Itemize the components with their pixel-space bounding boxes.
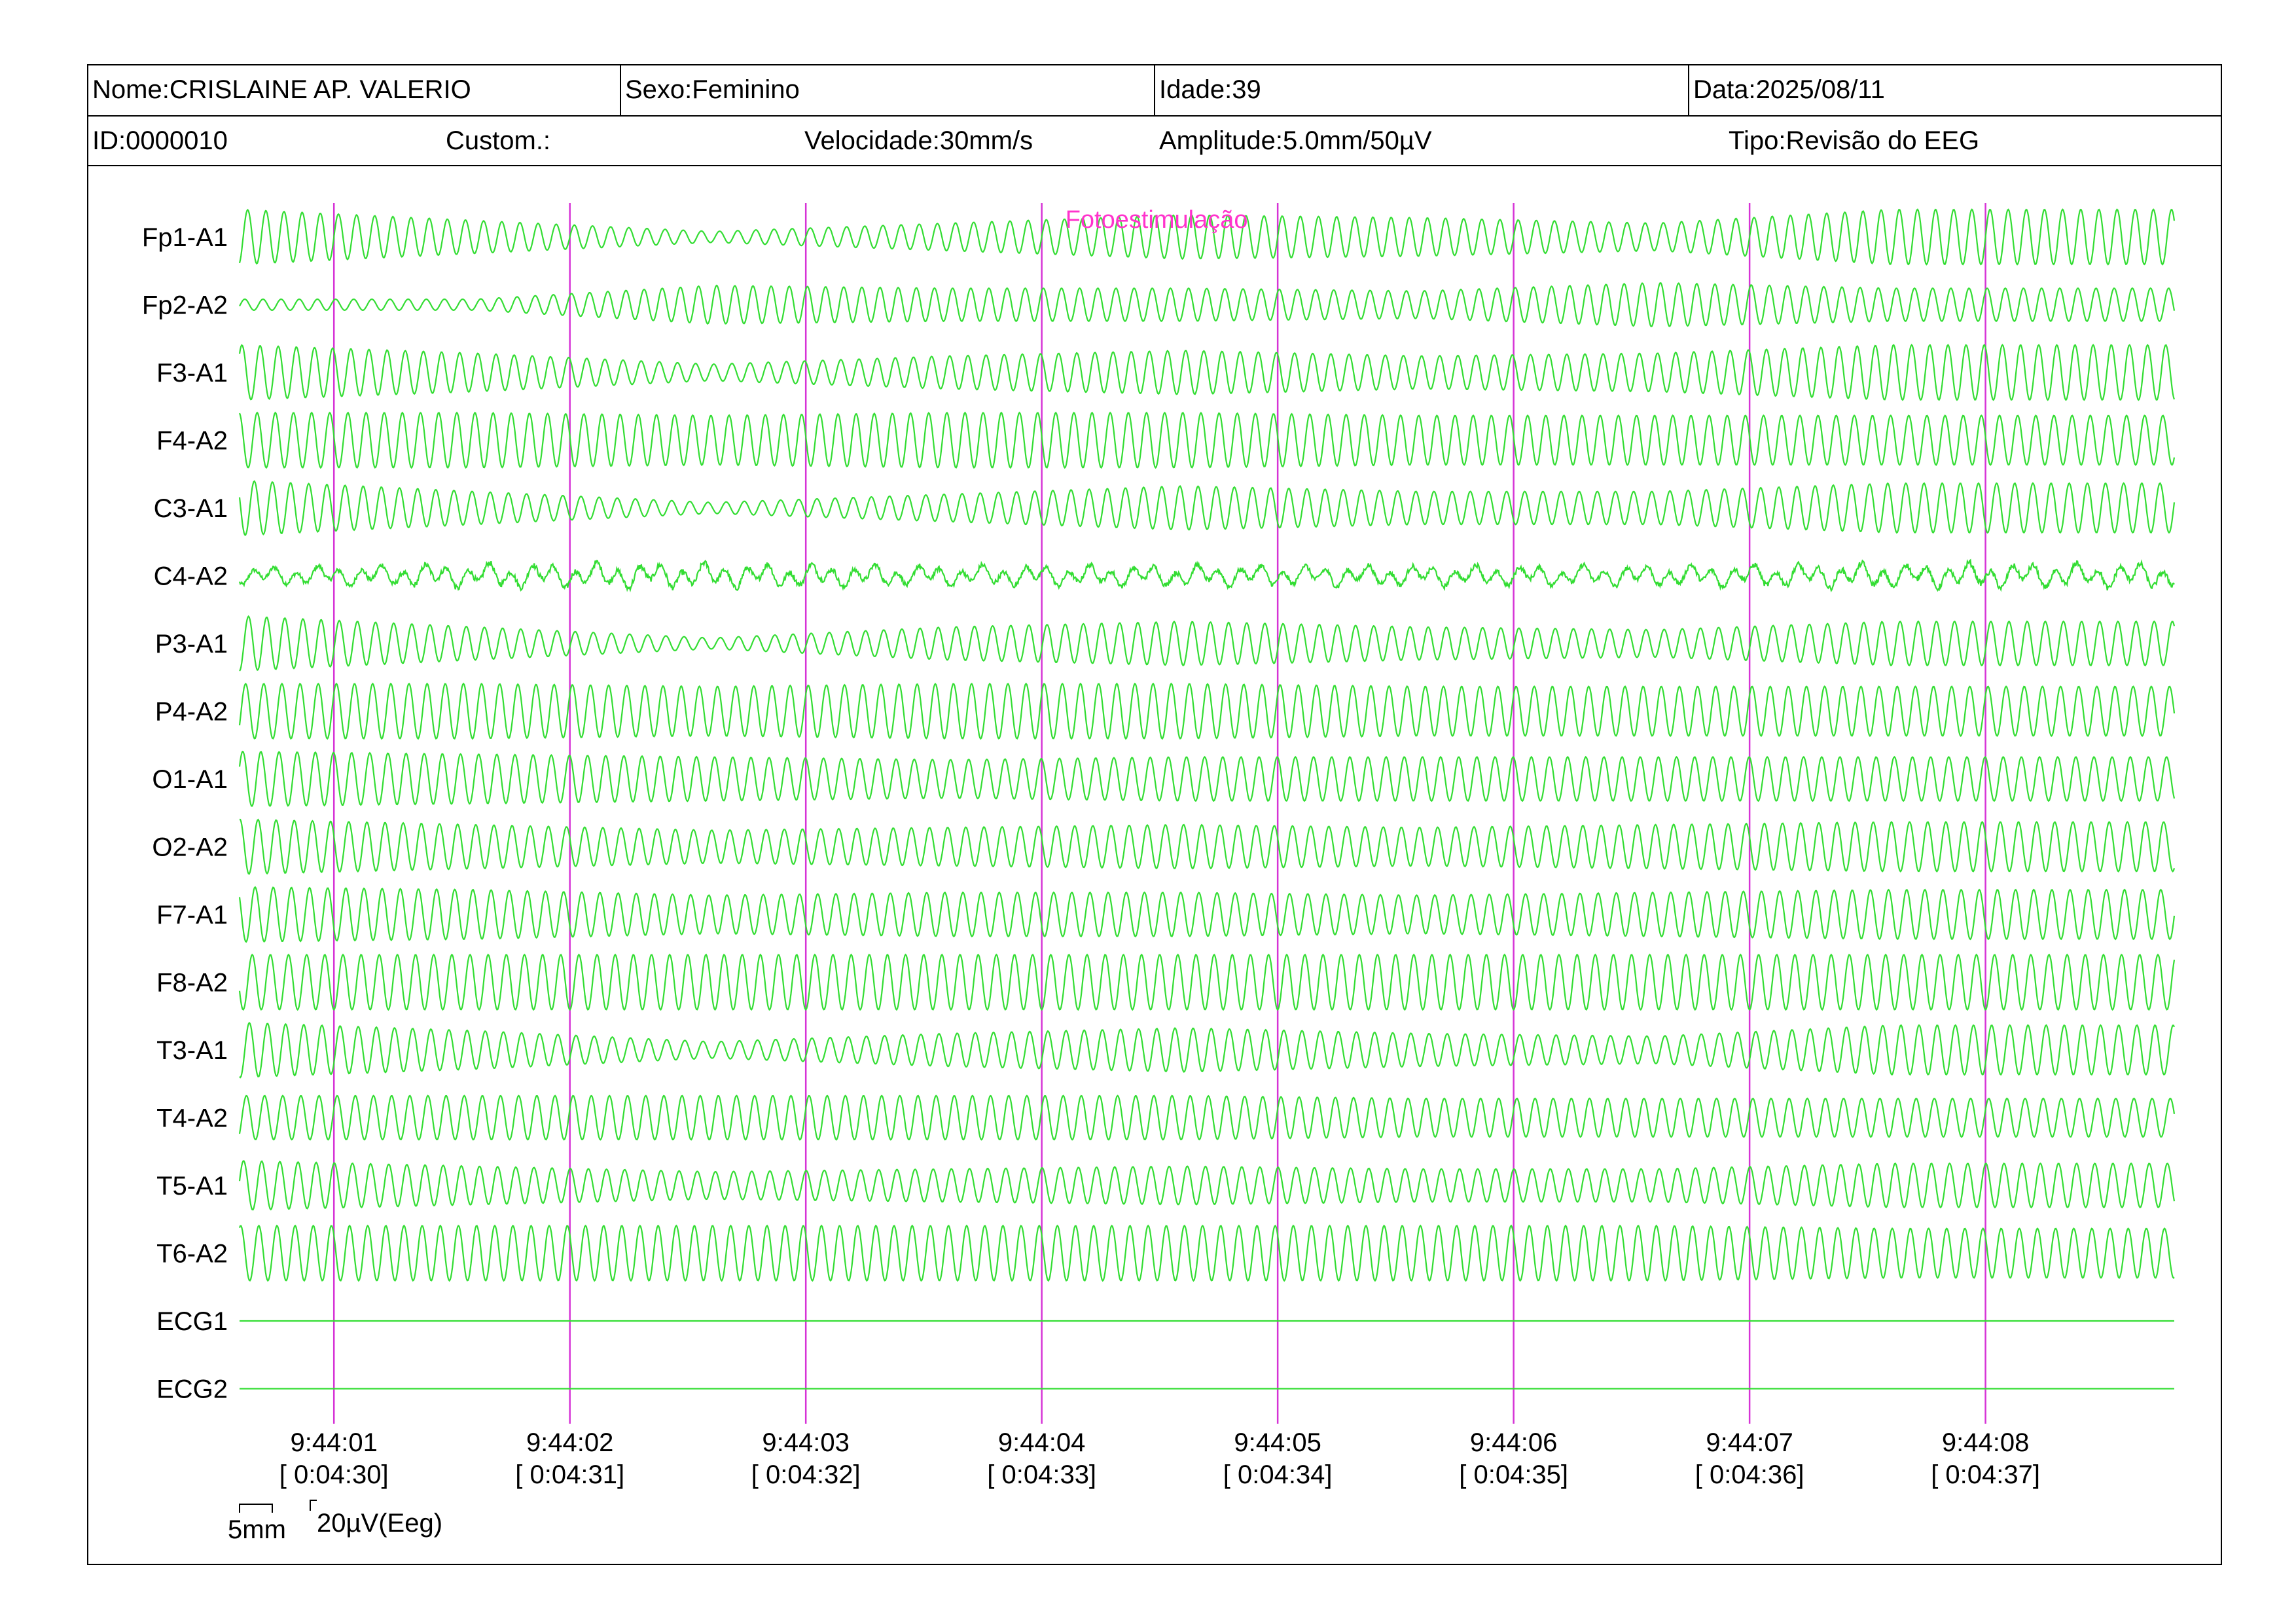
time-clock-label-3: 9:44:03: [762, 1428, 849, 1457]
trace-c4-a2: [238, 558, 2175, 592]
trace-c3-a1: [238, 480, 2176, 536]
channel-label-ecg1: ECG1: [156, 1307, 228, 1336]
channel-labels: Fp1-A1 Fp2-A2 F3-A1 F4-A2 C3-A1 C4-A2 P3-A1 P4-…: [142, 223, 228, 1404]
report-frame: Nome:CRISLAINE AP. VALERIO Sexo:Feminino…: [87, 64, 2222, 1565]
time-elapsed-label-7: [ 0:04:36]: [1695, 1460, 1804, 1489]
patient-age: Idade:39: [1154, 65, 1688, 115]
time-clock-label-1: 9:44:01: [290, 1428, 377, 1457]
second-markers: [332, 203, 1986, 1424]
trace-f8-a2: [238, 953, 2176, 1011]
patient-id: ID:0000010: [92, 126, 228, 155]
channel-label-t3-a1: T3-A1: [156, 1036, 228, 1065]
channel-label-f4-a2: F4-A2: [156, 427, 228, 456]
exam-date: Data:2025/08/11: [1688, 65, 2222, 115]
amplitude-setting: Amplitude:5.0mm/50µV: [1159, 126, 1432, 155]
channel-label-o2-a2: O2-A2: [152, 833, 228, 862]
trace-o2-a2: [239, 818, 2176, 875]
trace-t3-a1: [239, 1021, 2175, 1079]
patient-name: Nome:CRISLAINE AP. VALERIO: [92, 75, 471, 104]
trace-o1-a1: [238, 750, 2176, 808]
time-elapsed-label-4: [ 0:04:33]: [987, 1460, 1096, 1489]
channel-label-fp1-a1: Fp1-A1: [142, 223, 228, 252]
channel-label-p4-a2: P4-A2: [155, 698, 228, 727]
trace-fp2-a2: [239, 282, 2176, 328]
time-clock-label-2: 9:44:02: [526, 1428, 613, 1457]
custom-field: Custom.:: [446, 126, 551, 155]
scale-bar-amplitude: 20µV(Eeg): [317, 1509, 442, 1538]
time-elapsed-label-2: [ 0:04:31]: [515, 1460, 624, 1489]
time-clock-label-6: 9:44:06: [1470, 1428, 1557, 1457]
review-type: Tipo:Revisão do EEG: [1729, 126, 1980, 155]
channel-label-ecg2: ECG2: [156, 1375, 228, 1404]
trace-t4-a2: [238, 1094, 2176, 1141]
channel-label-fp2-a2: Fp2-A2: [142, 291, 228, 320]
channel-label-t6-a2: T6-A2: [156, 1240, 228, 1269]
channel-label-f7-a1: F7-A1: [156, 901, 228, 929]
patient-sex: Sexo:Feminino: [620, 65, 1154, 115]
time-clock-label-8: 9:44:08: [1942, 1428, 2029, 1457]
time-clock-label-7: 9:44:07: [1706, 1428, 1793, 1457]
trace-p3-a1: [239, 615, 2176, 672]
trace-f3-a1: [238, 344, 2176, 401]
trace-f4-a2: [238, 411, 2176, 469]
trace-t6-a2: [238, 1224, 2175, 1282]
photostimulation-marker: Fotoestimulação: [1066, 206, 1248, 234]
time-clock-label-4: 9:44:04: [998, 1428, 1085, 1457]
trace-t5-a1: [238, 1160, 2176, 1211]
time-elapsed-label-3: [ 0:04:32]: [751, 1460, 861, 1489]
trace-p4-a2: [238, 682, 2176, 740]
eeg-traces: [238, 208, 2176, 1390]
trace-fp1-a1: [238, 208, 2176, 266]
trace-f7-a1: [238, 886, 2176, 943]
channel-label-f3-a1: F3-A1: [156, 359, 228, 388]
scale-bar-time: 5mm: [228, 1515, 286, 1544]
channel-label-t4-a2: T4-A2: [156, 1104, 228, 1133]
patient-info-row: Nome:CRISLAINE AP. VALERIO Sexo:Feminino…: [88, 65, 2221, 117]
channel-label-c4-a2: C4-A2: [154, 562, 228, 591]
time-clock-label-5: 9:44:05: [1234, 1428, 1321, 1457]
channel-label-f8-a2: F8-A2: [156, 969, 228, 998]
speed-setting: Velocidade:30mm/s: [804, 126, 1033, 155]
time-elapsed-label-6: [ 0:04:35]: [1459, 1460, 1568, 1489]
time-axis: 9:44:01 [ 0:04:30] 9:44:02 [ 0:04:31] 9:44:0…: [279, 1428, 2040, 1489]
recording-info-row: ID:0000010 Custom.: Velocidade:30mm/s Am…: [88, 117, 2221, 166]
channel-label-c3-a1: C3-A1: [154, 494, 228, 523]
channel-label-p3-a1: P3-A1: [155, 630, 228, 659]
time-elapsed-label-5: [ 0:04:34]: [1223, 1460, 1333, 1489]
time-elapsed-label-8: [ 0:04:37]: [1931, 1460, 2040, 1489]
scale-bar: 5mm 20µV(Eeg): [228, 1500, 442, 1544]
time-elapsed-label-1: [ 0:04:30]: [279, 1460, 389, 1489]
channel-label-t5-a1: T5-A1: [156, 1172, 228, 1200]
channel-label-o1-a1: O1-A1: [152, 765, 228, 794]
